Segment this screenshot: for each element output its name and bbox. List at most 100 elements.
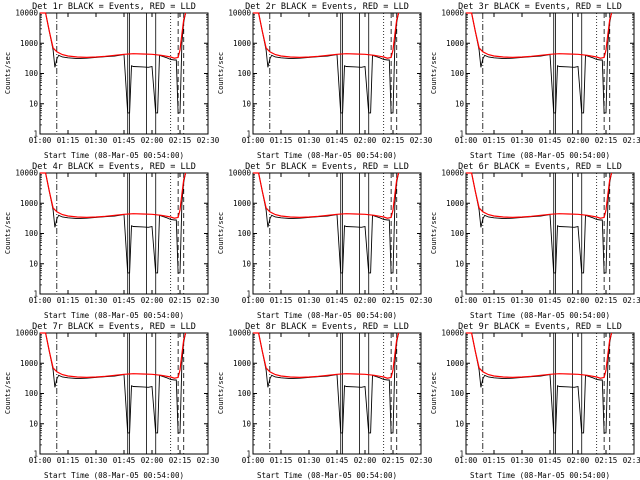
series-line-lld — [466, 172, 613, 219]
y-tick-label: 10000 — [15, 329, 38, 338]
series-line-events — [40, 12, 187, 114]
x-tick-label: 02:30 — [623, 456, 640, 465]
x-tick-label: 02:30 — [197, 296, 220, 305]
series-line-events — [466, 172, 613, 274]
series-line-events — [253, 332, 400, 434]
x-tick-label: 01:45 — [326, 136, 349, 145]
x-tick-label: 01:15 — [483, 456, 506, 465]
x-axis-label: Start Time (08-Mar-05 00:54:00) — [470, 471, 610, 480]
series-line-events — [253, 172, 400, 274]
x-tick-label: 01:30 — [85, 136, 108, 145]
y-tick-label: 10000 — [228, 9, 251, 18]
x-tick-label: 02:30 — [623, 296, 640, 305]
chart-title: Det 3r BLACK = Events, RED = LLD — [458, 2, 622, 12]
x-tick-label: 02:15 — [595, 136, 618, 145]
y-tick-label: 10 — [242, 419, 252, 428]
x-tick-label: 01:15 — [57, 136, 80, 145]
chart-title: Det 1r BLACK = Events, RED = LLD — [32, 2, 196, 12]
chart-panel-det-3r: Det 3r BLACK = Events, RED = LLD Counts/s… — [430, 2, 640, 160]
y-tick-label: 100 — [237, 229, 251, 238]
x-axis-label: Start Time (08-Mar-05 00:54:00) — [470, 151, 610, 160]
x-tick-label: 01:30 — [298, 136, 321, 145]
x-tick-label: 02:15 — [169, 456, 192, 465]
y-tick-label: 1000 — [20, 359, 39, 368]
x-tick-label: 02:30 — [410, 296, 433, 305]
chart-panel-det-9r: Det 9r BLACK = Events, RED = LLD Counts/s… — [430, 322, 640, 480]
y-tick-label: 10000 — [441, 329, 464, 338]
chart-panel-det-2r: Det 2r BLACK = Events, RED = LLD Counts/s… — [217, 2, 433, 160]
x-tick-label: 01:45 — [539, 296, 562, 305]
x-axis-label: Start Time (08-Mar-05 00:54:00) — [44, 311, 184, 320]
series-line-lld — [253, 12, 400, 59]
x-tick-label: 01:00 — [242, 456, 265, 465]
x-tick-label: 01:00 — [242, 296, 265, 305]
x-tick-label: 02:00 — [354, 136, 377, 145]
y-tick-label: 10000 — [228, 329, 251, 338]
y-tick-label: 100 — [24, 389, 38, 398]
x-axis-label: Start Time (08-Mar-05 00:54:00) — [44, 151, 184, 160]
y-tick-label: 1 — [33, 130, 38, 139]
x-tick-label: 01:30 — [511, 136, 534, 145]
series-line-lld — [253, 172, 400, 219]
x-tick-label: 01:15 — [483, 136, 506, 145]
y-axis-label: Counts/sec — [4, 212, 12, 254]
y-tick-label: 1 — [459, 450, 464, 459]
series-line-events — [40, 332, 187, 434]
y-tick-label: 10 — [455, 419, 465, 428]
x-tick-label: 01:00 — [29, 136, 52, 145]
x-tick-label: 01:30 — [511, 456, 534, 465]
x-tick-label: 01:15 — [57, 456, 80, 465]
x-tick-label: 01:00 — [29, 296, 52, 305]
y-tick-label: 10 — [29, 259, 39, 268]
x-tick-label: 02:15 — [169, 296, 192, 305]
y-tick-label: 10 — [29, 419, 39, 428]
y-tick-label: 100 — [237, 69, 251, 78]
y-tick-label: 100 — [450, 229, 464, 238]
y-axis-label: Counts/sec — [217, 212, 225, 254]
x-tick-label: 02:30 — [410, 456, 433, 465]
x-tick-label: 02:30 — [410, 136, 433, 145]
y-tick-label: 1000 — [20, 39, 39, 48]
x-tick-label: 02:00 — [567, 296, 590, 305]
chart-title: Det 4r BLACK = Events, RED = LLD — [32, 162, 196, 172]
x-tick-label: 01:45 — [113, 136, 136, 145]
x-tick-label: 01:45 — [113, 456, 136, 465]
x-tick-label: 02:00 — [567, 456, 590, 465]
x-tick-label: 01:45 — [539, 456, 562, 465]
x-tick-label: 01:15 — [270, 456, 293, 465]
y-tick-label: 1000 — [446, 39, 465, 48]
y-tick-label: 1000 — [446, 359, 465, 368]
y-tick-label: 1 — [33, 450, 38, 459]
y-tick-label: 1000 — [233, 359, 252, 368]
x-tick-label: 01:30 — [298, 456, 321, 465]
x-tick-label: 02:15 — [382, 136, 405, 145]
chart-title: Det 9r BLACK = Events, RED = LLD — [458, 322, 622, 332]
x-tick-label: 01:30 — [298, 296, 321, 305]
x-tick-label: 01:30 — [85, 456, 108, 465]
x-tick-label: 01:15 — [270, 296, 293, 305]
x-tick-label: 01:45 — [326, 296, 349, 305]
chart-panel-det-6r: Det 6r BLACK = Events, RED = LLD Counts/s… — [430, 162, 640, 320]
x-tick-label: 02:00 — [354, 296, 377, 305]
series-line-lld — [466, 12, 613, 59]
x-tick-label: 02:00 — [141, 456, 164, 465]
y-axis-label: Counts/sec — [430, 52, 438, 94]
y-tick-label: 10 — [455, 99, 465, 108]
y-axis-label: Counts/sec — [217, 372, 225, 414]
y-tick-label: 10000 — [15, 169, 38, 178]
x-tick-label: 01:00 — [455, 136, 478, 145]
y-axis-label: Counts/sec — [217, 52, 225, 94]
x-tick-label: 01:30 — [85, 296, 108, 305]
y-tick-label: 10 — [29, 99, 39, 108]
series-line-lld — [253, 332, 400, 379]
y-tick-label: 1000 — [233, 39, 252, 48]
y-tick-label: 10000 — [441, 9, 464, 18]
x-tick-label: 02:30 — [197, 456, 220, 465]
y-tick-label: 1 — [459, 130, 464, 139]
y-tick-label: 10 — [455, 259, 465, 268]
x-axis-label: Start Time (08-Mar-05 00:54:00) — [470, 311, 610, 320]
series-line-events — [466, 12, 613, 114]
x-tick-label: 02:15 — [382, 296, 405, 305]
y-tick-label: 10 — [242, 99, 252, 108]
